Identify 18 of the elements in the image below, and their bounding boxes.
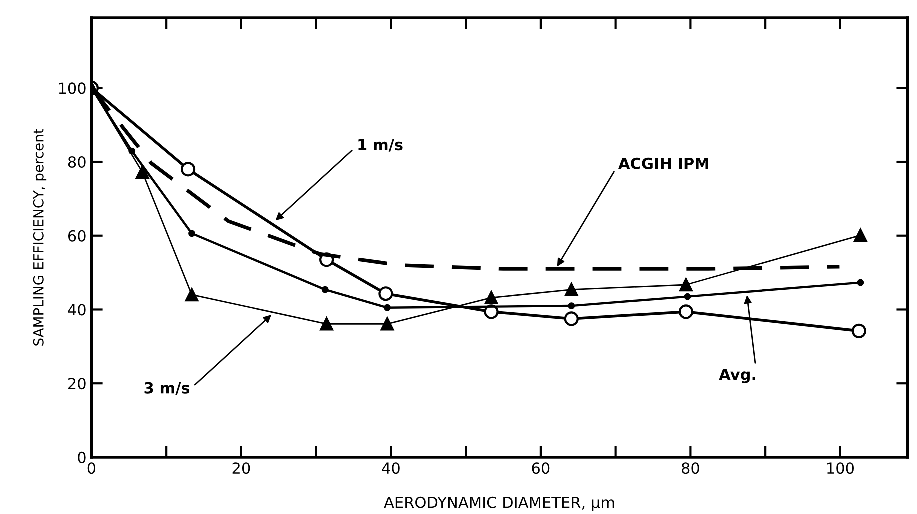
x-tick-label: 40 — [382, 462, 400, 474]
x-tick-label: 80 — [682, 462, 700, 474]
y-tick-label: 80 — [68, 156, 86, 168]
x-tick-label: 60 — [532, 462, 550, 474]
x-tick-label: 0 — [88, 462, 96, 474]
annotation: ACGIH IPM — [618, 158, 708, 170]
y-tick-label: 60 — [68, 230, 86, 242]
x-tick-label: 20 — [232, 462, 250, 474]
y-tick-label: 100 — [59, 82, 86, 94]
y-tick-label: 0 — [78, 452, 86, 464]
annotation: Avg. — [719, 369, 756, 384]
y-tick-label: 20 — [68, 378, 86, 390]
y-tick-label: 40 — [68, 304, 86, 316]
x-axis-title: AERODYNAMIC DIAMETER, µm — [384, 496, 614, 512]
y-axis-title: SAMPLING EFFICIENCY, percent — [33, 129, 47, 346]
annotation: 1 m/s — [358, 139, 403, 152]
x-tick-label: 100 — [828, 462, 854, 474]
annotation: 3 m/s — [144, 382, 190, 396]
